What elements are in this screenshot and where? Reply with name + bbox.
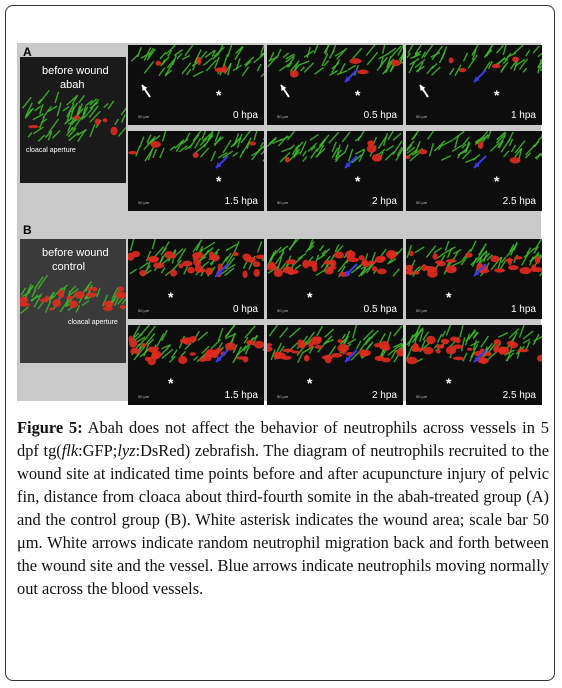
panel-b-letter: B (23, 223, 32, 237)
timepoint-image-art (128, 325, 264, 366)
wound-asterisk: * (446, 289, 452, 305)
panel-a-letter: A (23, 45, 32, 59)
wound-asterisk: * (216, 173, 222, 189)
timepoint-image-art (406, 239, 542, 278)
timepoint-image-art (128, 131, 264, 169)
timepoint-image-art (267, 325, 403, 364)
scale-bar-label: 50 μm (416, 200, 428, 205)
timepoint-image-art (406, 325, 542, 365)
timepoint-tile-panel-b-2: * 0.5 hpa 50 μm (267, 239, 403, 319)
wound-asterisk: * (494, 87, 500, 103)
caption-italic-flk: flk (61, 441, 79, 460)
panel-a-cloacal-label: cloacal aperture (26, 147, 76, 154)
wound-asterisk: * (168, 289, 174, 305)
wound-asterisk: * (494, 173, 500, 189)
panel-b-before-image-art (20, 274, 126, 315)
scale-bar-label: 50 μm (138, 114, 150, 119)
panel-a-before-label: before wound (42, 65, 109, 77)
panel-b-before-wound-image: before wound control cloacal aperture (20, 239, 126, 363)
timepoint-tile-panel-b-6: * 2.5 hpa 50 μm (406, 325, 542, 405)
caption-text-1: Abah does not affect the behavior of neu… (17, 418, 549, 460)
caption-label: Figure 5: (17, 418, 83, 437)
time-label: 1.5 hpa (224, 390, 258, 401)
panel-b-before-label: before wound (42, 247, 109, 259)
caption-text-2: :GFP; (78, 441, 118, 460)
timepoint-image-art (406, 45, 542, 98)
scale-bar-label: 50 μm (277, 308, 289, 313)
timepoint-image-art (406, 131, 542, 169)
figure-frame (5, 5, 555, 681)
timepoint-tile-panel-b-5: * 2 hpa 50 μm (267, 325, 403, 405)
time-label: 1 hpa (510, 304, 536, 315)
scale-bar-label: 50 μm (277, 394, 289, 399)
wound-asterisk: * (355, 173, 361, 189)
timepoint-tile-panel-a-2: * 0.5 hpa 50 μm (267, 45, 403, 125)
timepoint-tile-panel-a-1: * 0 hpa 50 μm (128, 45, 264, 125)
scale-bar-label: 50 μm (138, 308, 150, 313)
time-label: 0 hpa (232, 304, 258, 315)
timepoint-tile-panel-b-1: * 0 hpa 50 μm (128, 239, 264, 319)
caption-text-3: :DsRed) zebrafish. The diagram of neutro… (17, 441, 549, 598)
scale-bar-label: 50 μm (277, 200, 289, 205)
panel-a-group-label: abah (60, 79, 85, 91)
scale-bar-label: 50 μm (277, 114, 289, 119)
timepoint-tile-panel-a-5: * 2 hpa 50 μm (267, 131, 403, 211)
wound-asterisk: * (446, 375, 452, 391)
timepoint-tile-panel-b-3: * 1 hpa 50 μm (406, 239, 542, 319)
timepoint-image-art (267, 131, 403, 169)
timepoint-image-art (267, 239, 403, 278)
time-label: 2 hpa (371, 196, 397, 207)
timepoint-tile-panel-a-6: * 2.5 hpa 50 μm (406, 131, 542, 211)
figure-5-image: A before wound abah cloacal aperture B b… (17, 43, 542, 405)
wound-asterisk: * (168, 375, 174, 391)
time-label: 2.5 hpa (502, 196, 536, 207)
time-label: 1.5 hpa (224, 196, 258, 207)
wound-asterisk: * (307, 375, 313, 391)
figure-caption: Figure 5: Abah does not affect the behav… (17, 416, 549, 600)
wound-asterisk: * (355, 87, 361, 103)
time-label: 0.5 hpa (363, 304, 397, 315)
time-label: 1 hpa (510, 110, 536, 121)
wound-asterisk: * (307, 289, 313, 305)
panel-b-group-label: control (52, 261, 86, 273)
timepoint-image-art (130, 45, 264, 98)
scale-bar-label: 50 μm (416, 114, 428, 119)
time-label: 2.5 hpa (502, 390, 536, 401)
scale-bar-label: 50 μm (416, 308, 428, 313)
panel-a-before-image-art (22, 89, 126, 142)
time-label: 0.5 hpa (363, 110, 397, 121)
timepoint-image-art (267, 45, 403, 98)
panel-a-before-wound-image: before wound abah cloacal aperture (20, 57, 126, 183)
time-label: 2 hpa (371, 390, 397, 401)
scale-bar-label: 50 μm (138, 200, 150, 205)
timepoint-image-art (128, 239, 264, 279)
scale-bar-label: 50 μm (416, 394, 428, 399)
wound-asterisk: * (216, 87, 222, 103)
timepoint-tile-panel-a-3: * 1 hpa 50 μm (406, 45, 542, 125)
timepoint-tile-panel-b-4: * 1.5 hpa 50 μm (128, 325, 264, 405)
timepoint-tile-panel-a-4: * 1.5 hpa 50 μm (128, 131, 264, 211)
time-label: 0 hpa (232, 110, 258, 121)
panel-b-cloacal-label: cloacal aperture (68, 319, 118, 326)
caption-italic-lyz: lyz (117, 441, 136, 460)
scale-bar-label: 50 μm (138, 394, 150, 399)
